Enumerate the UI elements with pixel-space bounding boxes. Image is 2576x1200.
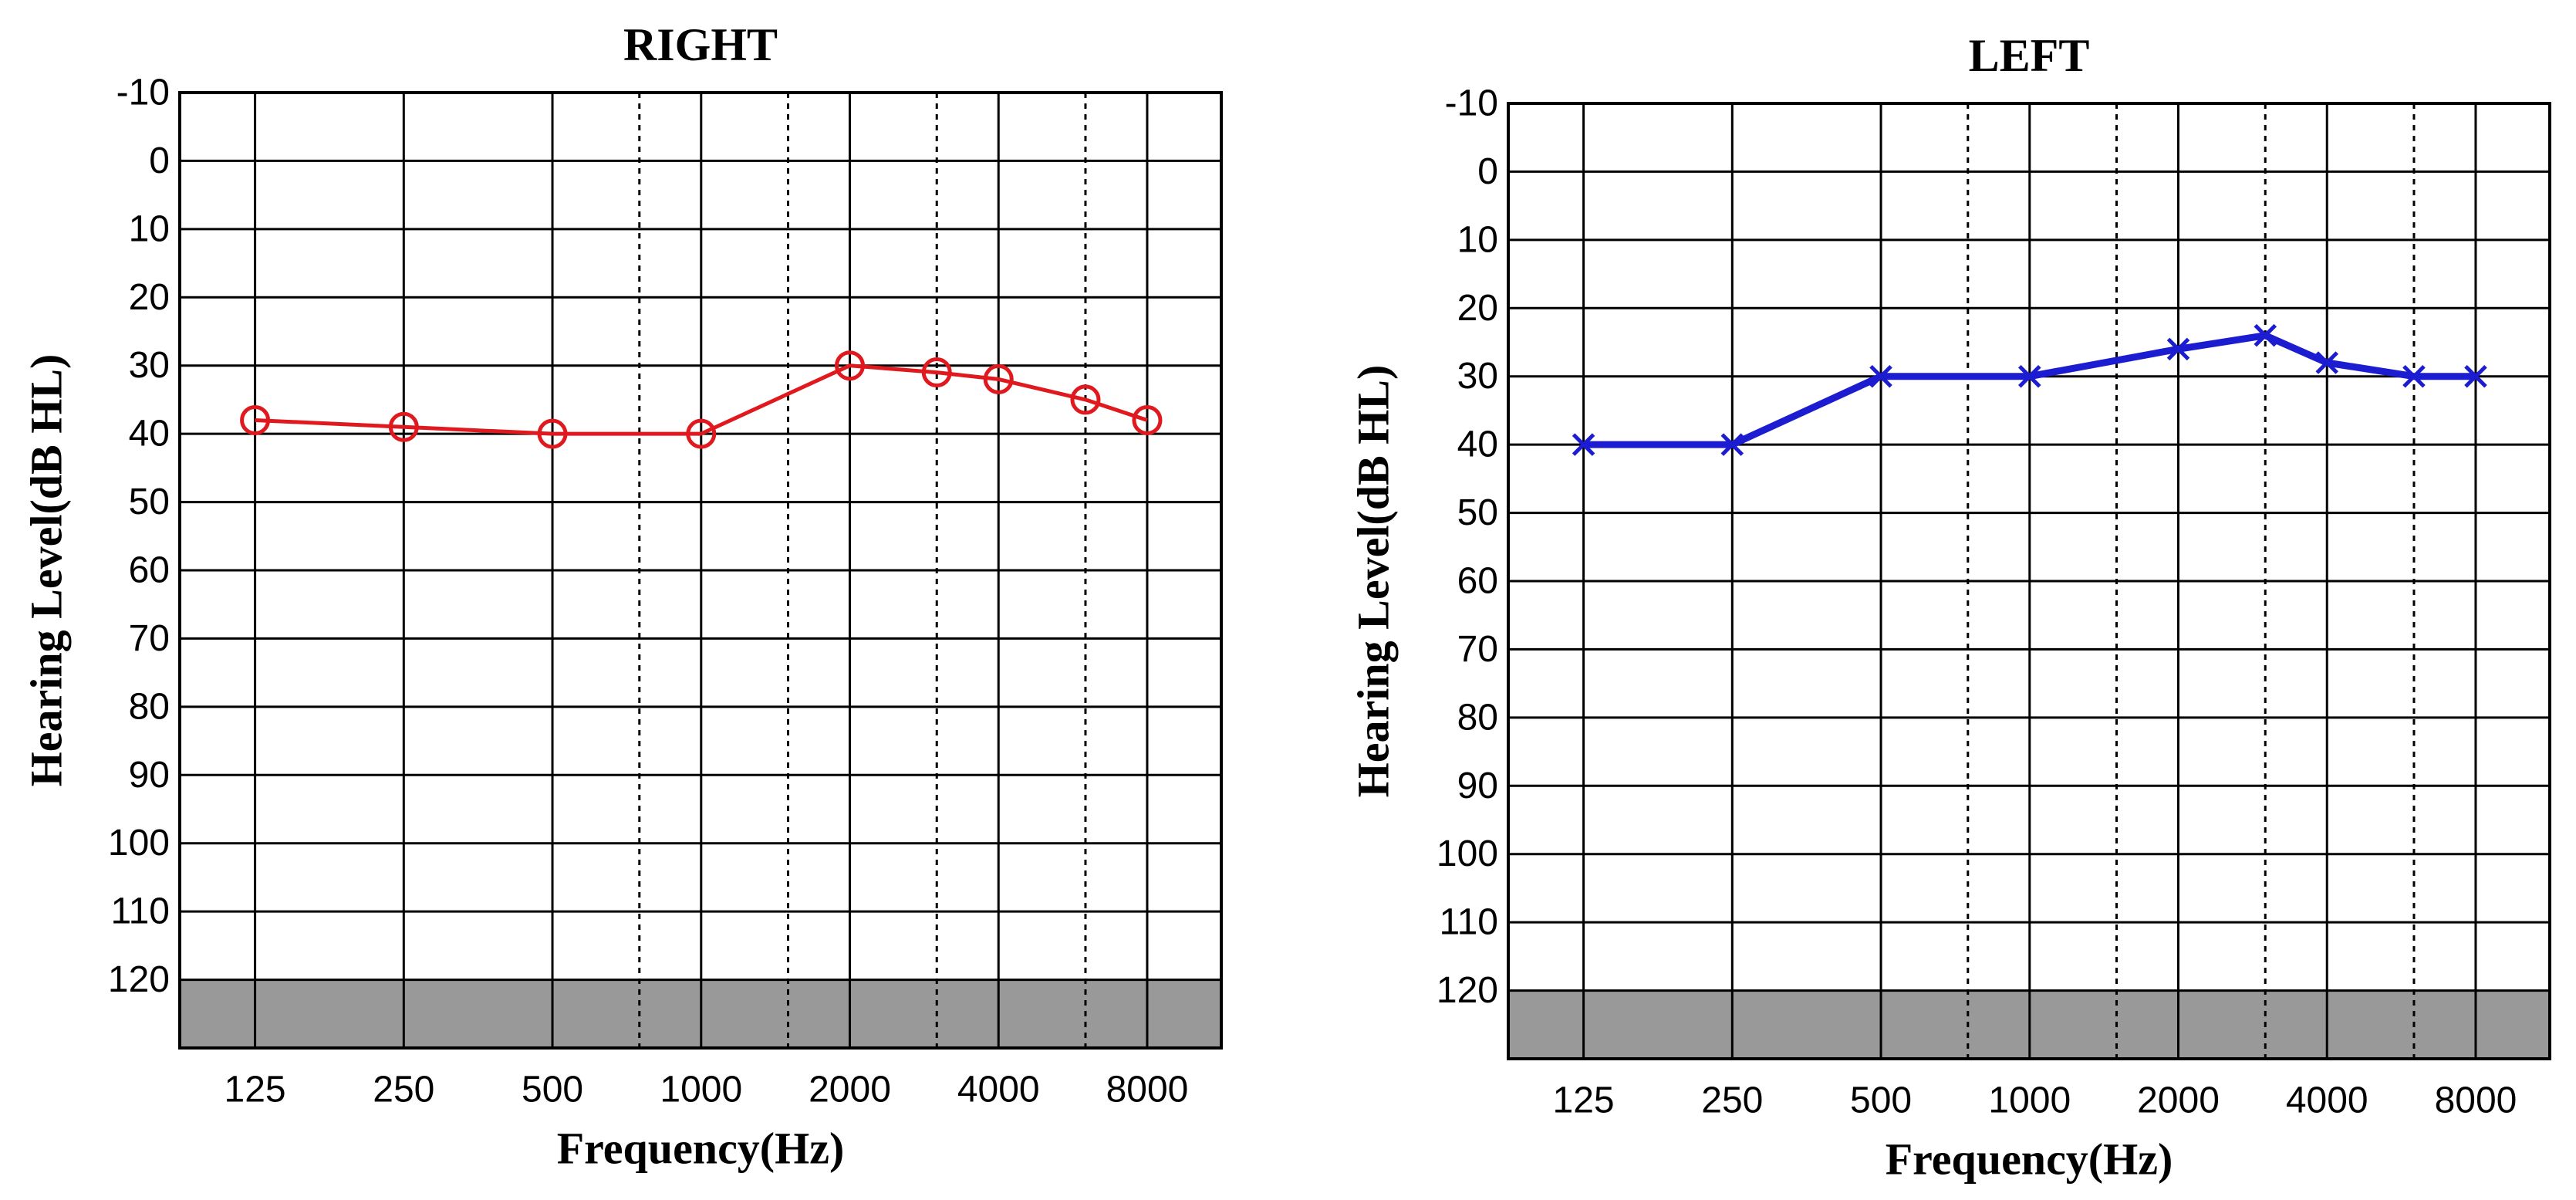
data-point-circle-marker (240, 404, 271, 435)
y-tick-label: 90 (1457, 766, 1498, 806)
y-tick-label: 110 (110, 891, 170, 932)
x-tick-label: 250 (373, 1070, 434, 1110)
x-tick-label: 8000 (2435, 1080, 2517, 1121)
y-tick-label: 110 (1439, 902, 1498, 943)
x-tick-label: 500 (1850, 1080, 1912, 1121)
y-tick-label: 40 (129, 414, 170, 455)
y-tick-label: 60 (1457, 561, 1498, 602)
y-tick-label: 100 (108, 823, 170, 864)
data-point-circle-marker (983, 363, 1014, 394)
y-tick-label: 120 (1437, 970, 1498, 1011)
data-point-x-marker (1869, 364, 1892, 388)
data-point-x-marker (1720, 433, 1744, 456)
y-tick-label: 70 (1457, 629, 1498, 670)
y-tick-label: 0 (149, 140, 170, 181)
y-tick-label: 30 (129, 345, 170, 386)
x-tick-label: 125 (1553, 1080, 1615, 1121)
data-point-x-marker (2254, 323, 2277, 347)
series-line (255, 363, 1148, 436)
data-point-x-marker (2464, 364, 2487, 388)
y-tick-label: 90 (129, 755, 170, 796)
y-tick-label: 50 (129, 482, 170, 522)
x-tick-label: 1000 (660, 1070, 742, 1110)
y-tick-label: 80 (129, 686, 170, 727)
data-point-x-marker (1572, 433, 1595, 456)
x-marker-stroke (2464, 364, 2487, 388)
y-tick-label: 10 (1457, 219, 1498, 260)
y-tick-label: 50 (1457, 492, 1498, 533)
x-tick-label: 1000 (1988, 1080, 2071, 1121)
x-tick-label: 4000 (2286, 1080, 2368, 1121)
audiogram-panel-left: -10 0 10 20 30 40 50 60 70 80 90 100 110 120 125 250 500… (1349, 30, 2551, 1185)
data-point-circle-marker (388, 411, 419, 442)
y-tick-label: 10 (129, 208, 170, 249)
chart-title: RIGHT (623, 19, 778, 70)
x-tick-label: 4000 (957, 1070, 1040, 1110)
x-marker-stroke (1720, 433, 1744, 456)
y-tick-label: 120 (108, 959, 170, 1000)
y-axis-label: Hearing Level(dB HL) (1349, 365, 1399, 798)
audiogram-panel-right: -10 0 10 20 30 40 50 60 70 80 90 100 110 120 125 250 500… (22, 19, 1223, 1174)
y-tick-label: 30 (1457, 356, 1498, 397)
y-axis-label: Hearing Level(dB HL) (22, 354, 72, 787)
data-point-circle-marker (921, 357, 952, 388)
y-tick-label: 0 (1477, 151, 1498, 192)
y-tick-label: 70 (129, 618, 170, 659)
data-point-x-marker (2018, 364, 2041, 388)
x-marker-stroke (2315, 351, 2339, 374)
data-point-x-marker (2315, 351, 2339, 374)
data-point-circle-marker (835, 350, 866, 381)
y-tick-label: -10 (116, 73, 170, 113)
x-marker-stroke (2018, 364, 2041, 388)
x-tick-label: 125 (225, 1070, 286, 1110)
x-tick-label: 2000 (2137, 1080, 2220, 1121)
data-point-x-marker (2166, 337, 2190, 361)
data-point-circle-marker (1132, 404, 1163, 435)
y-tick-label: -10 (1445, 83, 1498, 124)
data-point-circle-marker (537, 418, 568, 449)
y-tick-label: 80 (1457, 697, 1498, 738)
x-tick-label: 8000 (1106, 1070, 1189, 1110)
x-tick-label: 2000 (809, 1070, 891, 1110)
plot-frame (1507, 102, 2551, 1060)
y-tick-label: 100 (1437, 833, 1498, 874)
chart-title: LEFT (1969, 30, 2090, 81)
data-point-circle-marker (686, 418, 717, 449)
plot-frame (178, 91, 1223, 1050)
x-marker-stroke (2166, 337, 2190, 361)
x-marker-stroke (2254, 323, 2277, 347)
y-tick-label: 40 (1457, 424, 1498, 465)
data-point-x-marker (2402, 364, 2426, 388)
x-tick-label: 500 (522, 1070, 583, 1110)
y-tick-label: 60 (129, 550, 170, 591)
x-axis-label: Frequency(Hz) (557, 1124, 845, 1174)
y-tick-label: 20 (129, 277, 170, 318)
data-point-circle-marker (1070, 384, 1101, 415)
x-marker-stroke (1869, 364, 1892, 388)
x-marker-stroke (2402, 364, 2426, 388)
x-tick-label: 250 (1701, 1080, 1763, 1121)
x-axis-label: Frequency(Hz) (1886, 1134, 2173, 1185)
y-tick-label: 20 (1457, 288, 1498, 329)
x-marker-stroke (1572, 433, 1595, 456)
